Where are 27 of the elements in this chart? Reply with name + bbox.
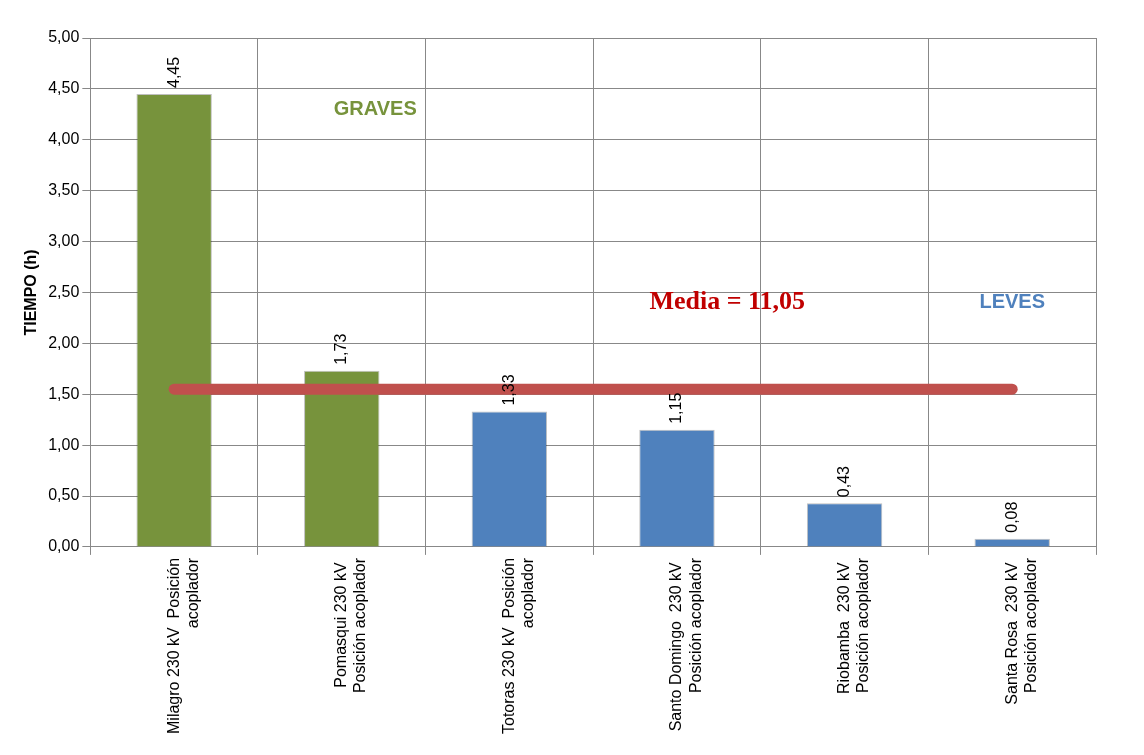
y-tick-label: 3,00 (48, 231, 80, 249)
x-tick-label: Santa Rosa 230 kV Posición acoplador (1002, 557, 1039, 705)
annotation: LEVES (979, 290, 1045, 313)
data-label: 1,15 (667, 392, 685, 424)
x-tick-label: Pomasqui 230 kV Posición acoplador (332, 557, 369, 694)
y-tick-label: 3,50 (48, 181, 80, 199)
y-tick-label: 2,50 (48, 282, 80, 300)
y-axis-title: TIEMPO (h) (22, 249, 40, 336)
annotation: GRAVES (333, 96, 417, 119)
x-tick-label: Riobamba 230 kV Posición acoplador (834, 557, 872, 694)
data-label: 4,45 (164, 56, 182, 88)
y-tick-label: 2,00 (48, 333, 80, 351)
y-tick-label: 0,00 (48, 537, 80, 555)
y-tick-label: 1,50 (48, 384, 80, 402)
y-tick-label: 4,00 (48, 130, 80, 148)
data-label: 0,08 (1002, 501, 1020, 533)
annotation: Media = 11,05 (649, 286, 806, 316)
data-label: 1,33 (499, 374, 517, 406)
x-tick-label: Milagro 230 kV Posición acoplador (164, 557, 201, 734)
y-tick-label: 4,50 (48, 79, 80, 97)
data-label: 1,73 (332, 333, 350, 365)
x-tick-label: Santo Domingo 230 kV Posición acoplador (667, 557, 704, 732)
y-tick-label: 1,00 (48, 435, 80, 453)
data-label: 0,43 (834, 465, 852, 498)
y-tick-label: 5,00 (48, 28, 80, 46)
y-tick-label: 0,50 (48, 486, 80, 504)
x-tick-label: Totoras 230 kV Posición acoplador (499, 557, 536, 734)
